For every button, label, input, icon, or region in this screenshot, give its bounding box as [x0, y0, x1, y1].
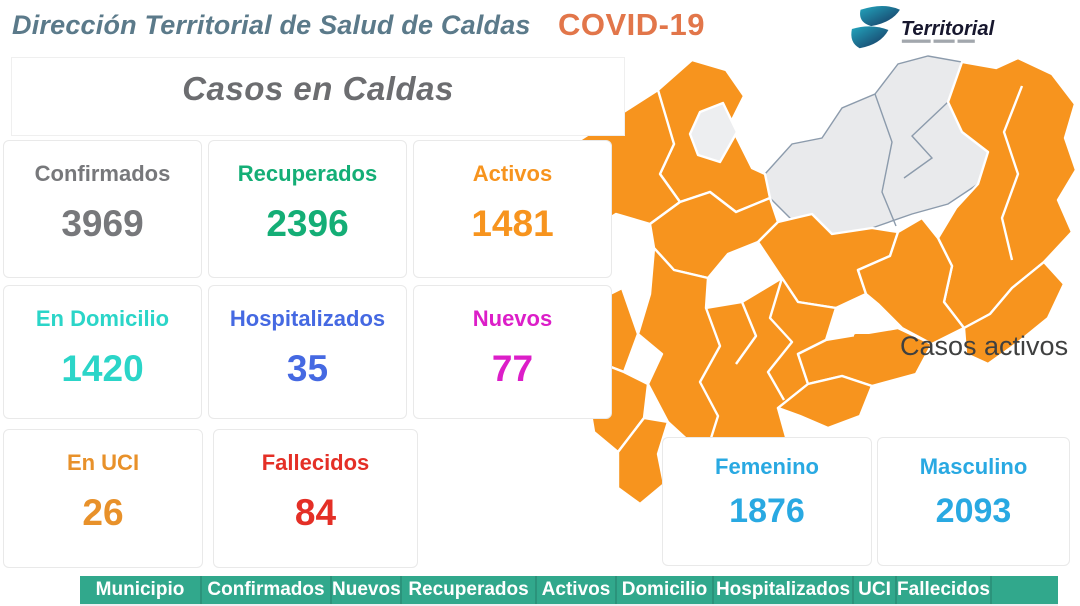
card-confirmados: Confirmados 3969: [3, 140, 202, 278]
card-value: 26: [82, 492, 124, 533]
card-label: En UCI: [66, 450, 140, 475]
column-header-uci[interactable]: UCI: [852, 576, 895, 604]
card-value: 1876: [729, 492, 805, 530]
legend-label: Casos activos: [900, 331, 1068, 361]
logo-swoosh-bottom: [851, 26, 889, 49]
territorial-logo: Territorial: [851, 5, 995, 49]
column-header-municipio[interactable]: Municipio: [95, 579, 185, 600]
card-label: Fallecidos: [261, 450, 370, 475]
card-fallecidos: Fallecidos 84: [213, 429, 418, 568]
column-header-confirmados[interactable]: Confirmados: [200, 576, 330, 604]
card-label: En Domicilio: [35, 306, 170, 331]
column-header-fallecidos[interactable]: Fallecidos: [895, 576, 990, 604]
logo-tagline-bar: [901, 39, 975, 43]
panel-title: Casos en Caldas: [182, 70, 454, 107]
card-en-uci: En UCI 26: [3, 429, 203, 568]
card-masculino: Masculino 2093: [877, 437, 1070, 566]
column-header-recuperados[interactable]: Recuperados: [400, 576, 535, 604]
card-label: Hospitalizados: [229, 306, 386, 331]
column-header-spacer: [990, 576, 1058, 604]
card-label: Recuperados: [237, 161, 378, 186]
card-label: Masculino: [919, 454, 1028, 479]
municipio-table-header: Municipio Confirmados Nuevos Recuperados…: [80, 576, 1058, 604]
card-en-domicilio: En Domicilio 1420: [3, 285, 202, 419]
card-value: 84: [294, 492, 337, 533]
card-activos: Activos 1481: [413, 140, 612, 278]
card-label: Femenino: [715, 454, 819, 479]
logo-swoosh-top: [860, 5, 900, 27]
card-value: 1420: [61, 348, 144, 389]
column-header-domicilio[interactable]: Domicilio: [615, 576, 712, 604]
card-label: Confirmados: [34, 161, 171, 186]
title-panel: Casos en Caldas: [11, 57, 625, 136]
column-header-hospitalizados[interactable]: Hospitalizados: [712, 576, 852, 604]
card-label: Activos: [472, 161, 553, 186]
page-title: Dirección Territorial de Salud de Caldas: [12, 10, 531, 40]
column-header-nuevos[interactable]: Nuevos: [330, 576, 400, 604]
card-value: 1481: [471, 203, 554, 244]
card-value: 3969: [61, 203, 144, 244]
card-value: 77: [491, 348, 534, 389]
card-hospitalizados: Hospitalizados 35: [208, 285, 407, 419]
table-first-row-strip: [80, 604, 1058, 606]
covid-19-label: COVID-19: [558, 7, 705, 42]
card-femenino: Femenino 1876: [662, 437, 872, 566]
column-header-activos[interactable]: Activos: [535, 576, 615, 604]
card-value: 35: [286, 348, 329, 389]
map-legend: Casos activos: [854, 331, 1068, 361]
legend-swatch: [854, 334, 890, 356]
card-value: 2093: [935, 492, 1012, 530]
card-value: 2396: [266, 203, 349, 244]
card-recuperados: Recuperados 2396: [208, 140, 407, 278]
card-label: Nuevos: [472, 306, 553, 331]
card-nuevos: Nuevos 77: [413, 285, 612, 419]
logo-text: Territorial: [901, 18, 995, 40]
